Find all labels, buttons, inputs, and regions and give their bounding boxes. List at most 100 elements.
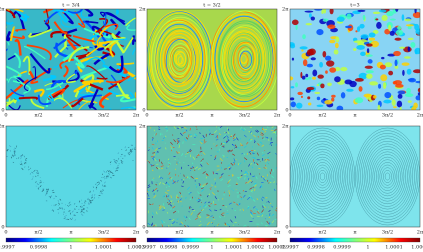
blob <box>355 30 358 33</box>
streak <box>252 218 254 220</box>
field <box>6 126 136 227</box>
blob <box>397 93 403 99</box>
vortex-line <box>381 167 394 186</box>
streak <box>219 144 222 148</box>
blob <box>299 46 308 50</box>
blob <box>326 60 335 67</box>
streak <box>162 182 165 185</box>
y-tick-label: 2π <box>0 124 5 130</box>
streak <box>259 185 262 189</box>
streak <box>147 223 151 226</box>
streak <box>161 133 163 135</box>
streak <box>37 172 40 175</box>
blob <box>307 102 312 106</box>
streak <box>158 175 161 178</box>
streak <box>58 202 60 205</box>
streak <box>167 198 169 200</box>
streak <box>250 190 254 193</box>
streak <box>62 65 69 78</box>
streak <box>239 192 241 194</box>
streak <box>260 213 263 215</box>
streak <box>73 56 85 69</box>
streak <box>267 200 270 204</box>
streak <box>213 218 215 221</box>
streak <box>23 155 26 158</box>
streak <box>53 197 55 200</box>
panel-frame <box>146 8 278 111</box>
colorbar-tick-label: 1 <box>210 245 213 251</box>
blob <box>377 104 381 110</box>
blob <box>365 73 373 79</box>
vortex-line <box>316 167 329 186</box>
streak <box>83 204 85 206</box>
streak <box>161 224 164 227</box>
x-tick-label: 2π <box>417 230 423 236</box>
streak <box>237 176 240 180</box>
streak <box>165 181 168 185</box>
streak <box>89 201 93 204</box>
streak <box>64 216 66 218</box>
streak <box>132 47 136 55</box>
streak <box>236 182 238 185</box>
streak <box>7 54 18 60</box>
streak <box>243 194 246 198</box>
streak <box>261 153 265 157</box>
streak <box>128 151 131 154</box>
streak <box>264 224 268 227</box>
streak <box>188 217 191 220</box>
streak <box>202 135 205 139</box>
streak <box>154 148 158 152</box>
blob <box>302 34 306 40</box>
colorbar-tick-label: 1.0001 <box>95 245 113 251</box>
streak <box>67 9 84 14</box>
streak <box>73 203 76 205</box>
streak <box>271 213 275 216</box>
panel-title: t = 3/4 <box>62 3 79 9</box>
streak <box>224 222 227 226</box>
streak <box>187 225 190 227</box>
blob <box>356 45 365 50</box>
streak <box>33 169 36 172</box>
streak <box>43 86 66 100</box>
blob <box>324 99 333 105</box>
streak <box>248 151 252 153</box>
streak <box>151 147 154 150</box>
streak <box>220 178 223 182</box>
blob <box>297 91 303 96</box>
streak <box>186 186 190 191</box>
streak <box>81 214 84 216</box>
streak <box>134 148 136 150</box>
blob <box>346 88 354 92</box>
blob <box>364 65 373 69</box>
streak <box>240 174 243 177</box>
blob <box>312 69 318 77</box>
streak <box>225 131 227 134</box>
streak <box>262 127 265 131</box>
blob <box>381 14 388 22</box>
streak <box>83 27 111 39</box>
streak <box>178 151 180 154</box>
blob <box>325 55 332 61</box>
streak <box>13 149 16 152</box>
streak <box>265 166 267 169</box>
panel <box>290 126 420 227</box>
streak <box>208 129 211 131</box>
streak <box>115 159 118 162</box>
blob <box>305 23 312 26</box>
streak <box>201 225 203 227</box>
streak <box>252 206 256 209</box>
blob <box>369 81 378 86</box>
streak <box>234 144 238 148</box>
streak <box>177 138 180 140</box>
streak <box>192 166 195 169</box>
streak <box>170 145 172 149</box>
streak <box>81 211 84 213</box>
streak <box>75 51 89 58</box>
colorbar <box>5 237 137 243</box>
blob <box>301 49 304 52</box>
streak <box>200 188 205 192</box>
colorbar-tick-label: 0.9997 <box>0 245 15 251</box>
colorbar-tick-label: 1.0002 <box>411 245 423 251</box>
streak <box>250 213 253 215</box>
streak <box>10 88 25 97</box>
